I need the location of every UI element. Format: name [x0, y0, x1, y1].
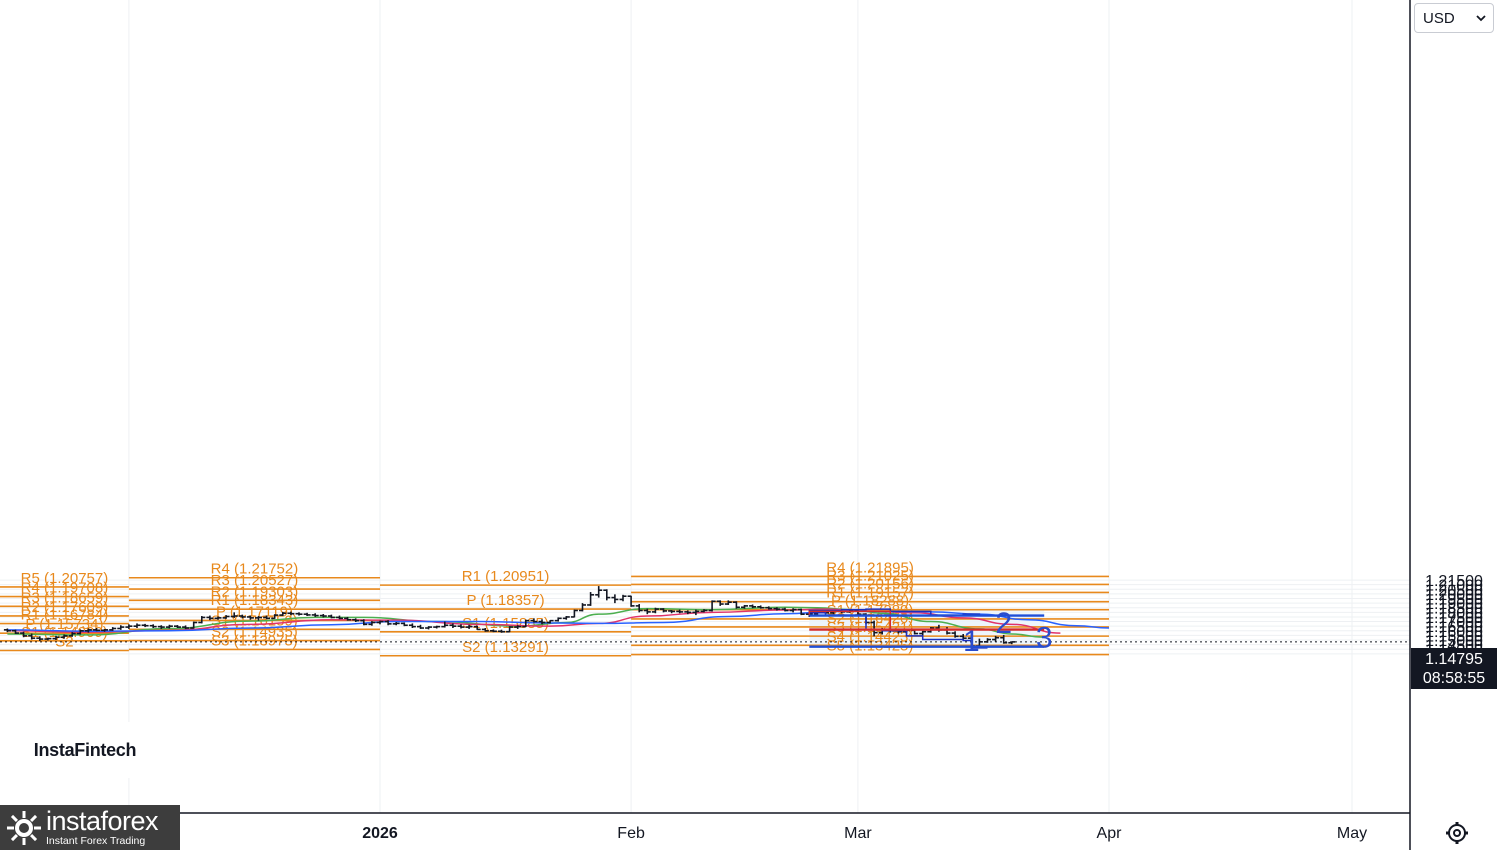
- bar-countdown: 08:58:55: [1411, 669, 1497, 688]
- ohlc-bar: [417, 625, 424, 629]
- grid-lines: [0, 0, 1410, 813]
- ohlc-bar: [595, 586, 602, 598]
- price-tick: 1.21500: [1425, 573, 1483, 590]
- ohlc-bar: [134, 623, 141, 628]
- chevron-down-icon: [1476, 14, 1486, 22]
- current-price-tag: 1.14795 08:58:55: [1411, 648, 1497, 689]
- time-tick: Mar: [844, 825, 872, 842]
- wave-label-3: 3: [1036, 622, 1053, 655]
- wave-label-2: 2: [995, 607, 1012, 640]
- ohlc-bar: [393, 622, 400, 625]
- time-tick: May: [1337, 825, 1367, 842]
- ohlc-bar: [555, 617, 562, 621]
- ohlc-bar: [125, 624, 132, 629]
- currency-value: USD: [1423, 10, 1455, 27]
- ohlc-bar: [150, 624, 157, 628]
- ohlc-bar: [790, 608, 797, 612]
- time-tick: Apr: [1097, 825, 1123, 842]
- ohlc-bar: [571, 610, 578, 618]
- time-tick: Feb: [617, 825, 645, 842]
- brand-logo-bar: instaforex Instant Forex Trading: [0, 805, 180, 850]
- time-axis-bg: [0, 813, 1410, 850]
- brand-name: instaforex: [46, 808, 158, 835]
- watermark-text: InstaFintech: [34, 740, 136, 761]
- gear-sun-icon: [6, 810, 42, 846]
- ohlc-bar: [174, 625, 181, 628]
- ohlc-bar: [109, 627, 116, 631]
- brand-tagline: Instant Forex Trading: [46, 836, 158, 847]
- current-price-value: 1.14795: [1411, 650, 1497, 669]
- ohlc-bar: [4, 628, 11, 632]
- pivot-label-p: P (1.18357): [466, 592, 544, 609]
- time-tick: 2026: [362, 825, 398, 842]
- pivot-label-s2: S2 (1.13291): [462, 639, 549, 656]
- ohlc-bar: [304, 613, 311, 616]
- pivot-label-r1: R1 (1.20951): [462, 568, 550, 585]
- ohlc-bar: [401, 622, 408, 626]
- settings-gear-icon[interactable]: [1444, 820, 1470, 846]
- ohlc-bar: [312, 613, 319, 617]
- currency-select[interactable]: USD: [1414, 3, 1494, 33]
- price-axis-bg: [1410, 0, 1500, 850]
- wave-label-1: 1: [963, 625, 980, 658]
- pivot-label-s3: S3 (1.13975): [211, 632, 298, 649]
- instafintech-watermark: InstaFintech: [22, 722, 148, 778]
